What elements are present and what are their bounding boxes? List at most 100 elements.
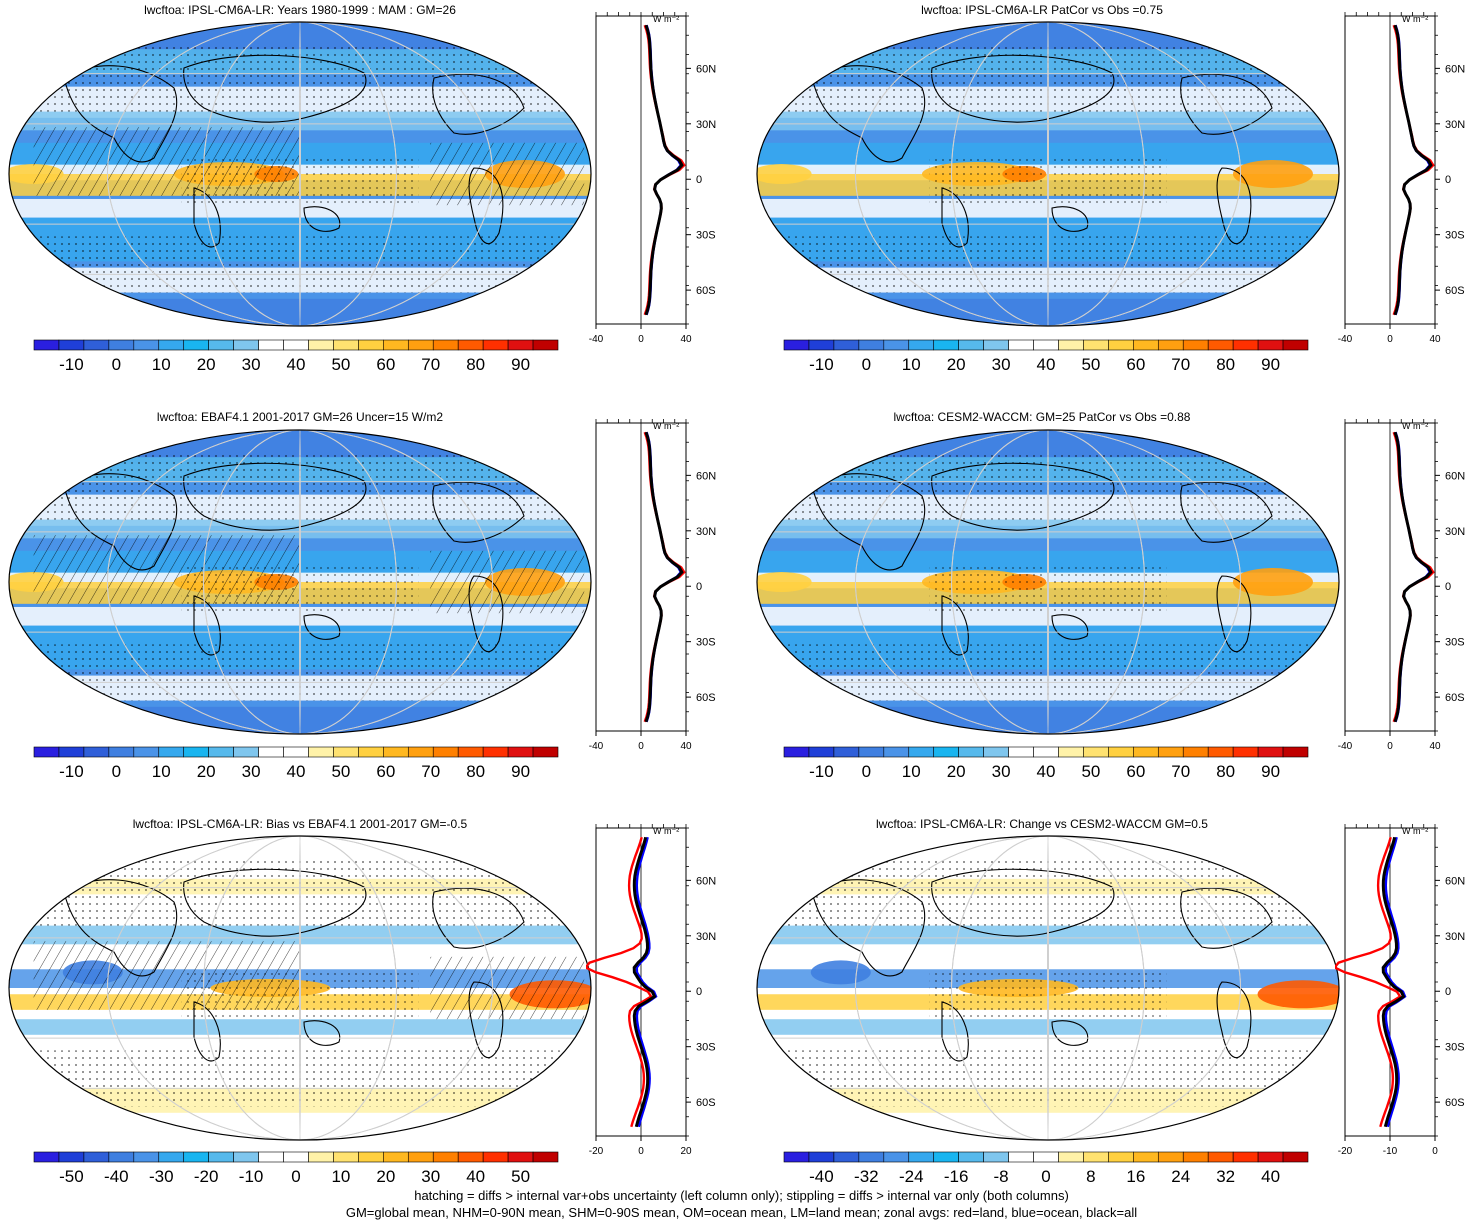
colorbar-cell (158, 746, 185, 758)
colorbar-cell (33, 746, 60, 758)
colorbar-cell (1232, 746, 1259, 758)
zonal-ytick: 30N (1445, 119, 1465, 131)
zonal-xtick: -40 (589, 741, 604, 752)
graticule (757, 836, 1339, 1140)
zonal-unit: W m⁻² (1402, 421, 1428, 431)
zonal-axes (1344, 12, 1440, 329)
colorbar-tick: -50 (59, 1167, 84, 1186)
colorbar-tick: 80 (466, 355, 485, 374)
colorbar-cell (432, 339, 459, 351)
zonal-xtick: 40 (680, 334, 692, 345)
zonal-ytick: 60N (696, 470, 716, 482)
colorbar-tick: 30 (992, 355, 1011, 374)
colorbar-tick: -30 (149, 1167, 174, 1186)
colorbar-tick: -8 (994, 1167, 1009, 1186)
colorbar-cell (333, 339, 359, 351)
colorbar-cell (208, 339, 234, 351)
colorbar-cell (1232, 1151, 1259, 1163)
colorbar-cell (1282, 746, 1309, 758)
zonal-ytick: 0 (1445, 986, 1451, 998)
zonal-plot-p3: W m⁻² 60N 30N 0 30S 60S -40 0 40 (589, 419, 716, 752)
panel-title-p2: lwcftoa: IPSL-CM6A-LR PatCor vs Obs =0.7… (921, 3, 1163, 17)
colorbar-tick: 50 (1081, 762, 1100, 781)
zonal-line-all (1381, 836, 1406, 1128)
zonal-unit: W m⁻² (1402, 14, 1428, 24)
colorbar-cell (532, 1151, 559, 1163)
colorbar-cell (108, 1151, 135, 1163)
zonal-ytick: 30N (696, 931, 716, 943)
colorbar-cell (333, 1151, 359, 1163)
colorbar-tick: 30 (992, 762, 1011, 781)
zonal-xtick: 0 (638, 1146, 644, 1157)
colorbar-p6: -40 -32 -24 -16 -8 0 8 16 24 32 40 (783, 1151, 1309, 1186)
colorbar-tick: -10 (59, 762, 84, 781)
colorbar-tick: 40 (1037, 762, 1056, 781)
colorbar-cell (507, 746, 534, 758)
colorbar-tick: 60 (1126, 762, 1145, 781)
colorbar-cell (1083, 1151, 1109, 1163)
colorbar-cell (58, 339, 85, 351)
colorbar-cell (883, 746, 910, 758)
colorbar-cell (183, 746, 209, 758)
zonal-unit: W m⁻² (653, 14, 679, 24)
zonal-plot-p4: W m⁻² 60N 30N 0 30S 60S -40 0 40 (1338, 419, 1465, 752)
colorbar-p3: -10 0 10 20 30 40 50 60 70 80 90 (33, 746, 559, 781)
colorbar-cell (133, 746, 160, 758)
zonal-line-all (632, 836, 657, 1128)
coastline (303, 206, 341, 232)
colorbar-tick: 20 (197, 355, 216, 374)
colorbar-cell (258, 1151, 284, 1163)
colorbar-cell (1033, 339, 1059, 351)
colorbar-tick: 0 (291, 1167, 300, 1186)
colorbar-cell (1058, 746, 1084, 758)
colorbar-tick: 20 (376, 1167, 395, 1186)
colorbar-tick: 40 (287, 355, 306, 374)
map-p4 (756, 429, 1340, 735)
colorbar-cell (808, 746, 835, 758)
zonal-xtick: -40 (589, 334, 604, 345)
zonal-axes (595, 419, 691, 736)
colorbar-tick: 16 (1126, 1167, 1145, 1186)
colorbar-cell (1133, 746, 1159, 758)
zonal-xtick: 0 (1432, 1146, 1438, 1157)
colorbar-tick: 90 (1261, 355, 1280, 374)
colorbar-cell (33, 339, 60, 351)
colorbar-cell (1108, 746, 1134, 758)
colorbar-cell (308, 339, 334, 351)
panel-title-p6: lwcftoa: IPSL-CM6A-LR: Change vs CESM2-W… (876, 817, 1208, 831)
colorbar-tick: 90 (1261, 762, 1280, 781)
colorbar-cell (383, 339, 409, 351)
colorbar-tick: -20 (194, 1167, 219, 1186)
colorbar-cell (1232, 339, 1259, 351)
colorbar-cell (333, 746, 359, 758)
colorbar-tick: 40 (1261, 1167, 1280, 1186)
colorbar-tick: 50 (1081, 355, 1100, 374)
graticule (9, 430, 591, 734)
colorbar-cell (358, 339, 384, 351)
colorbar-tick: 0 (112, 762, 121, 781)
graticule (757, 430, 1339, 734)
coastline (1051, 614, 1089, 640)
zonal-line-ocean (1384, 836, 1407, 1128)
zonal-xtick: 0 (1387, 741, 1393, 752)
colorbar-cell (808, 1151, 835, 1163)
colorbar-cell (908, 339, 935, 351)
colorbar-cell (183, 339, 209, 351)
panel-title-p4: lwcftoa: CESM2-WACCM: GM=25 PatCor vs Ob… (893, 410, 1191, 424)
colorbar-cell (83, 339, 110, 351)
colorbar-cell (83, 1151, 110, 1163)
colorbar-cell (983, 1151, 1009, 1163)
colorbar-tick: 8 (1086, 1167, 1095, 1186)
colorbar-cell (208, 746, 234, 758)
zonal-ytick: 60S (1445, 692, 1465, 704)
zonal-xtick: -10 (1383, 1146, 1398, 1157)
colorbar-cell (258, 746, 284, 758)
colorbar-cell (1182, 1151, 1209, 1163)
colorbar-tick: 90 (511, 355, 530, 374)
zonal-ytick: 60N (1445, 470, 1465, 482)
colorbar-cell (283, 339, 309, 351)
colorbar-cell (1207, 746, 1234, 758)
colorbar-tick: 24 (1171, 1167, 1190, 1186)
map-outline (8, 835, 592, 1141)
colorbar-cell (358, 1151, 384, 1163)
